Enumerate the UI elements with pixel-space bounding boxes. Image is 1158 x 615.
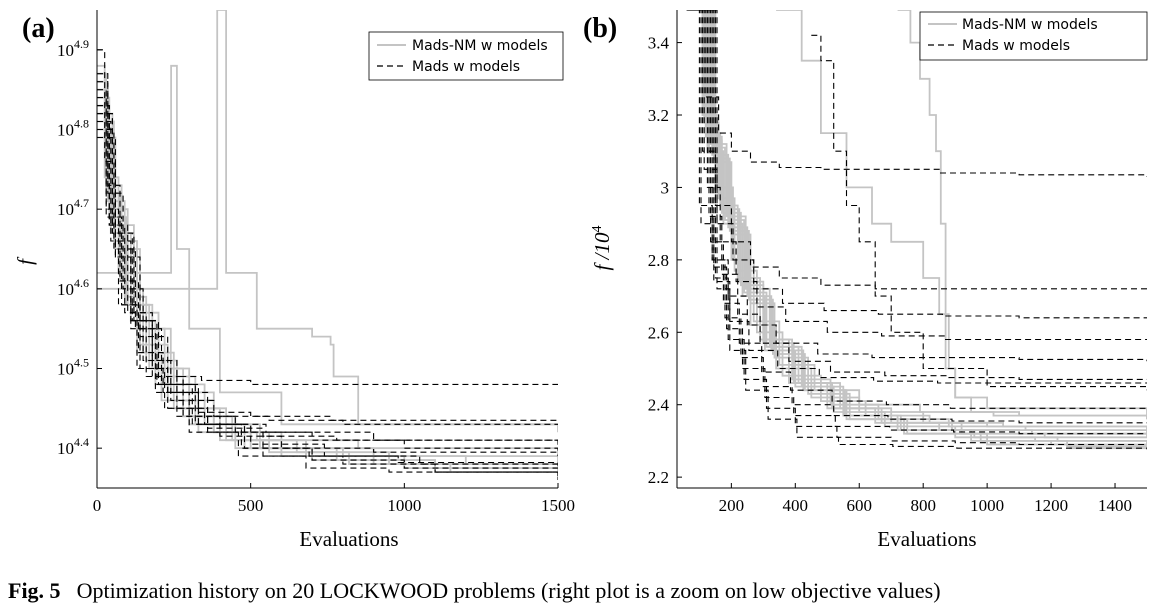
panel-a-xtick-label: 0 bbox=[93, 496, 102, 515]
panel-a-series-mads-nm-run-5 bbox=[97, 88, 558, 469]
panel-a-legend-label-mads-nm: Mads-NM w models bbox=[412, 38, 548, 54]
panel-b-ytick-label: 2.6 bbox=[648, 323, 669, 342]
panel-a-legend: Mads-NM w models Mads w models bbox=[368, 31, 564, 81]
panel-b-ytick-label: 2.2 bbox=[648, 468, 669, 487]
panel-a-series-mads-nm-run-7 bbox=[97, 72, 558, 457]
panel-b-xtick-label: 800 bbox=[910, 496, 936, 515]
panel-b-series-mads-run-9 bbox=[699, 10, 1147, 424]
panel-b-ylabel: f /104 bbox=[590, 226, 614, 271]
panel-b-series-mads-nm-run-13 bbox=[776, 10, 1147, 420]
panel-b-series-mads-run-4 bbox=[694, 10, 1147, 341]
panel-b-series-mads-nm-run-1 bbox=[686, 10, 1147, 431]
panel-a-axes: 0 500 1000 1500 104.4 104.5 104.6 104.7 104.8 104… bbox=[57, 10, 575, 515]
panel-b-axes: 200 400 600 800 1000 1200 1400 2.2 2.4 2.6 2.8 3 3.2… bbox=[648, 10, 1147, 515]
panel-b-series-mads-nm-run-9 bbox=[689, 10, 1147, 420]
panel-a-ylabel: f bbox=[13, 256, 37, 265]
panel-a-series-mads-nm-run-12 bbox=[97, 10, 558, 426]
panel-b-legend-label-mads-nm: Mads-NM w models bbox=[962, 17, 1098, 33]
panel-b-series-mads-nm-run-4 bbox=[688, 10, 1147, 428]
panel-a-series-mads-run-11 bbox=[97, 73, 558, 421]
panel-b-label: (b) bbox=[583, 13, 617, 44]
panel-b-xtick-label: 400 bbox=[783, 496, 809, 515]
figure-caption-label: Fig. 5 bbox=[8, 578, 61, 603]
panel-a-ytick-label: 104.4 bbox=[57, 435, 89, 458]
panel-b-legend-box bbox=[919, 11, 1148, 61]
panel-b-series-mads-nm-run-2 bbox=[689, 10, 1147, 438]
panel-a-series-mads-run-1 bbox=[97, 89, 558, 449]
panel-b-ytick-label: 2.8 bbox=[648, 251, 669, 270]
panel-b-plot-area bbox=[686, 10, 1147, 450]
panel-a-legend-box bbox=[368, 31, 564, 81]
panel-b-ytick-label: 3 bbox=[661, 178, 670, 197]
panel-a-series-mads-run-10 bbox=[97, 128, 558, 469]
panel-a-series-mads-run-7 bbox=[97, 97, 558, 445]
panel-b-xtick-label: 600 bbox=[846, 496, 872, 515]
panel-b-ylabel-exponent: 4 bbox=[590, 226, 605, 233]
panel-a-series-mads-nm-run-8 bbox=[97, 136, 558, 474]
panel-b-series-mads-nm-run-12 bbox=[702, 10, 1147, 450]
panel-a-xtick-label: 1000 bbox=[387, 496, 421, 515]
panel-b-series-mads-nm-run-5 bbox=[696, 10, 1147, 446]
panel-a-series-mads-nm-run-10 bbox=[97, 120, 558, 473]
panel-b-series-mads-nm-run-10 bbox=[697, 10, 1147, 442]
panel-a-legend-label-mads: Mads w models bbox=[412, 59, 520, 75]
panel-a-series-mads-run-9 bbox=[97, 105, 558, 457]
panel-a-series-mads-nm-run-1 bbox=[97, 80, 558, 473]
panel-a-series-mads-run-6 bbox=[97, 120, 558, 476]
panel-b-ytick-label: 2.4 bbox=[648, 396, 670, 415]
panel-a-xtick-label: 500 bbox=[238, 496, 264, 515]
panel-a-series-mads-nm-run-4 bbox=[97, 112, 558, 476]
panel-b-series-mads-run-5 bbox=[686, 10, 1147, 362]
panel-a-series-mads-run-12 bbox=[97, 113, 558, 466]
panel-b: (b) 200 400 600 800 1000 1200 1400 2.2 2.4 2.6 2.8… bbox=[583, 10, 1148, 551]
panel-a-series-mads-run-3 bbox=[97, 49, 558, 385]
panel-b-series-mads-run-10 bbox=[701, 10, 1147, 435]
panel-a-ytick-label: 104.5 bbox=[57, 356, 89, 379]
panel-b-series-mads-run-6 bbox=[696, 10, 1147, 380]
panel-a-label: (a) bbox=[22, 13, 55, 44]
panel-b-series-mads-run-13 bbox=[811, 34, 1147, 391]
panel-a-series-mads-run-2 bbox=[97, 105, 558, 457]
panel-a-ytick-label: 104.7 bbox=[57, 196, 89, 219]
panel-b-legend-label-mads: Mads w models bbox=[962, 38, 1070, 54]
panel-b-ytick-label: 3.2 bbox=[648, 106, 669, 125]
panel-b-series-mads-run-1 bbox=[693, 10, 1147, 177]
panel-a-series-mads-run-8 bbox=[97, 136, 558, 480]
panel-a-ytick-label: 104.9 bbox=[57, 37, 89, 60]
panel-b-ylabel-base: f /10 bbox=[590, 232, 614, 270]
panel-b-series-mads-nm-run-11 bbox=[693, 10, 1147, 435]
panel-b-series-mads-nm-run-14 bbox=[897, 10, 1147, 416]
panel-a-plot-area bbox=[97, 10, 558, 480]
panel-a-series-mads-nm-run-2 bbox=[97, 96, 558, 476]
panel-a-series-mads-run-5 bbox=[97, 81, 558, 425]
panel-b-legend: Mads-NM w models Mads w models bbox=[919, 11, 1148, 61]
panel-a-series-mads-nm-run-6 bbox=[97, 128, 558, 469]
panel-b-ytick-label: 3.4 bbox=[648, 34, 670, 53]
panel-b-xtick-label: 1000 bbox=[970, 496, 1004, 515]
panel-a-series-mads-nm-run-3 bbox=[97, 64, 558, 465]
panel-b-series-mads-run-12 bbox=[704, 10, 1147, 449]
panel-a-xtick-label: 1500 bbox=[541, 496, 575, 515]
panel-a: (a) 0 500 1000 1500 104.4 104.5 104.6 104.7 104.… bbox=[13, 10, 575, 551]
panel-a-series-mads-run-4 bbox=[97, 113, 558, 473]
figure-caption-text: Optimization history on 20 LOCKWOOD prob… bbox=[76, 578, 941, 603]
panel-a-ytick-label: 104.8 bbox=[57, 117, 89, 140]
figure-caption: Fig. 5 Optimization history on 20 LOCKWOO… bbox=[8, 578, 1156, 604]
panel-b-xlabel: Evaluations bbox=[877, 527, 976, 551]
panel-a-xlabel: Evaluations bbox=[299, 527, 398, 551]
panel-a-ytick-label: 104.6 bbox=[57, 276, 89, 299]
panel-b-series-mads-run-7 bbox=[688, 10, 1147, 384]
panel-b-series-mads-run-8 bbox=[697, 10, 1147, 409]
panel-b-xtick-label: 1200 bbox=[1034, 496, 1068, 515]
panel-b-xtick-label: 200 bbox=[719, 496, 745, 515]
panel-b-xtick-label: 1400 bbox=[1098, 496, 1132, 515]
